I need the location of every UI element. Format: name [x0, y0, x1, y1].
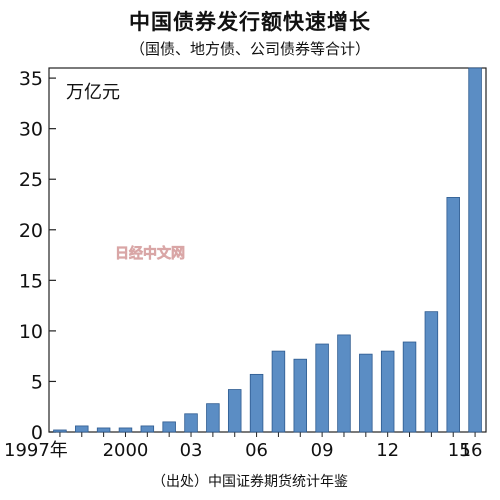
- y-axis-unit-label: 万亿元: [66, 82, 120, 103]
- bar-1999: [96, 427, 111, 433]
- bar-2015: [446, 197, 460, 433]
- bar-2007: [271, 350, 286, 433]
- x-tick-label: 16: [460, 440, 483, 461]
- y-tick-label: 5: [31, 371, 43, 393]
- bar-2003: [184, 413, 198, 433]
- y-tick-label: 25: [19, 169, 43, 191]
- bar-2010: [337, 334, 351, 433]
- bar-2011: [359, 353, 373, 433]
- y-tick-label: 30: [19, 119, 43, 141]
- bar-1997: [53, 429, 67, 433]
- y-tick-label: 20: [19, 220, 43, 242]
- x-tick-label: 03: [180, 440, 203, 461]
- bar-2005: [227, 389, 242, 433]
- y-tick-label: 35: [19, 68, 43, 90]
- bar-2000: [118, 427, 133, 433]
- bar-2014: [424, 311, 439, 433]
- chart-subtitle: （国债、地方债、公司债券等合计）: [129, 40, 370, 58]
- chart-title: 中国债券发行额快速增长: [129, 10, 371, 34]
- x-tick-label: 12: [376, 440, 399, 461]
- bar-2006: [249, 373, 264, 433]
- bar-2009: [315, 343, 329, 433]
- plot-border: [48, 67, 487, 433]
- x-tick-label: 15: [448, 440, 471, 461]
- bar-2002: [162, 421, 176, 433]
- bar-2013: [402, 341, 417, 433]
- x-tick-label: 06: [245, 440, 268, 461]
- bar-2012: [380, 350, 395, 433]
- y-tick-label: 0: [31, 422, 43, 444]
- watermark-text: 日经中文网: [115, 245, 185, 262]
- source-note: （出处）中国证券期货统计年鉴: [152, 474, 348, 490]
- bar-2008: [293, 358, 308, 433]
- bar-2004: [206, 403, 220, 433]
- x-tick-label: 09: [311, 440, 334, 461]
- y-tick-label: 15: [19, 270, 43, 292]
- bars: [53, 67, 482, 433]
- bar-2016: [468, 67, 482, 433]
- bar-2001: [140, 425, 155, 433]
- y-tick-label: 10: [19, 321, 43, 343]
- watermark: 日经中文网: [115, 245, 186, 263]
- bar-1998: [75, 425, 89, 433]
- x-tick-label: 1997年: [4, 440, 68, 461]
- x-tick-label: 2000: [103, 440, 149, 461]
